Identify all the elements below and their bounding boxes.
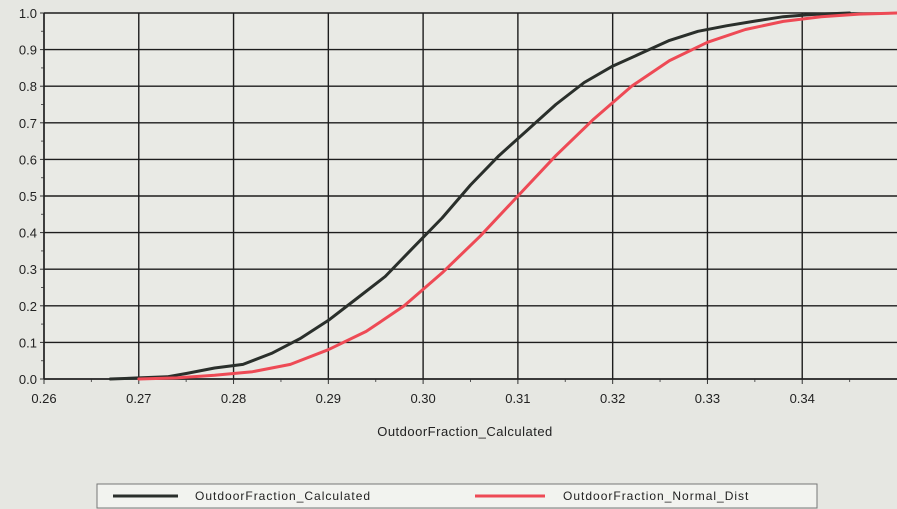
y-tick-label: 0.0 xyxy=(19,372,37,387)
legend-label-calculated: OutdoorFraction_Calculated xyxy=(195,489,371,503)
y-tick-label: 0.8 xyxy=(19,79,37,94)
grid-lines xyxy=(43,12,897,380)
x-tick-label: 0.33 xyxy=(695,391,720,406)
x-tick-label: 0.31 xyxy=(505,391,530,406)
x-tick-label: 0.27 xyxy=(126,391,151,406)
legend-box xyxy=(96,483,818,509)
y-tick-labels: 0.0 0.1 0.2 0.3 0.4 0.5 0.6 0.7 0.8 0.9 1.0 xyxy=(19,6,37,387)
y-tick-label: 0.4 xyxy=(19,226,37,241)
y-tick-label: 0.9 xyxy=(19,43,37,58)
x-tick-label: 0.32 xyxy=(600,391,625,406)
x-tick-label: 0.34 xyxy=(790,391,815,406)
y-tick-label: 0.3 xyxy=(19,262,37,277)
series-line-calculated xyxy=(108,11,852,381)
legend-label-normal-dist: OutdoorFraction_Normal_Dist xyxy=(563,489,749,503)
x-tick-labels: 0.26 0.27 0.28 0.29 0.30 0.31 0.32 0.33 0.34 xyxy=(31,391,815,406)
y-tick-label: 0.1 xyxy=(19,335,37,350)
axes xyxy=(40,12,897,384)
y-tick-label: 1.0 xyxy=(19,6,37,21)
x-tick-label: 0.26 xyxy=(31,391,56,406)
series-lines xyxy=(108,11,897,381)
x-axis-title: OutdoorFraction_Calculated xyxy=(377,424,553,439)
series-line-normal-dist xyxy=(137,11,897,381)
x-tick-label: 0.28 xyxy=(221,391,246,406)
y-tick-label: 0.6 xyxy=(19,152,37,167)
x-tick-label: 0.30 xyxy=(410,391,435,406)
legend: OutdoorFraction_Calculated OutdoorFracti… xyxy=(96,483,818,509)
x-tick-label: 0.29 xyxy=(316,391,341,406)
y-tick-label: 0.7 xyxy=(19,116,37,131)
y-tick-label: 0.5 xyxy=(19,189,37,204)
y-tick-label: 0.2 xyxy=(19,299,37,314)
